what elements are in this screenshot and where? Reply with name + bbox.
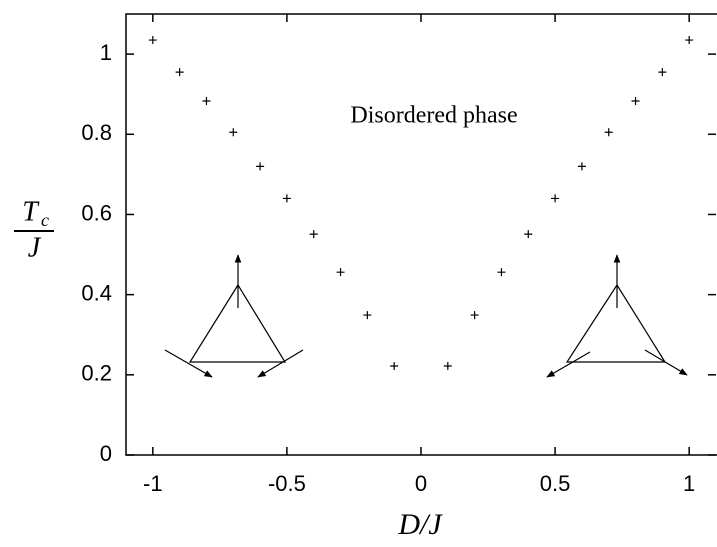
point <box>631 96 640 105</box>
point <box>390 361 399 370</box>
point <box>363 311 372 320</box>
point <box>497 268 506 277</box>
y-tick-label: 1 <box>100 40 112 65</box>
spin-diagram-left <box>164 254 304 378</box>
point <box>282 194 291 203</box>
x-tick-label: 0.5 <box>540 471 571 496</box>
y-axis-label: T c J <box>14 196 54 263</box>
point <box>309 230 318 239</box>
x-tick-label: -1 <box>143 471 163 496</box>
point <box>256 162 265 171</box>
y-tick-label: 0.2 <box>81 361 112 386</box>
x-tick-label: 0 <box>415 471 427 496</box>
y-label-denominator: J <box>28 232 42 263</box>
point <box>577 162 586 171</box>
point <box>148 36 157 45</box>
point <box>524 230 533 239</box>
spin-diagram-right <box>546 254 688 378</box>
point <box>470 311 479 320</box>
y-tick-label: 0 <box>100 441 112 466</box>
x-axis-label: D/J <box>397 508 443 541</box>
annotation: Disordered phase <box>350 103 517 129</box>
x-tick-label: 1 <box>683 471 695 496</box>
point <box>336 268 345 277</box>
plot-frame <box>125 13 717 456</box>
y-label-subscript: c <box>41 210 49 230</box>
point <box>175 68 184 77</box>
point <box>658 68 667 77</box>
y-tick-label: 0.6 <box>81 200 112 225</box>
y-label-numerator: T <box>22 196 40 227</box>
point <box>685 36 694 45</box>
y-tick-label: 0.8 <box>81 120 112 145</box>
point <box>604 128 613 137</box>
x-tick-label: -0.5 <box>268 471 306 496</box>
point <box>443 361 452 370</box>
point <box>551 194 560 203</box>
y-tick-label: 0.4 <box>81 280 112 305</box>
point <box>229 128 238 137</box>
point <box>202 96 211 105</box>
